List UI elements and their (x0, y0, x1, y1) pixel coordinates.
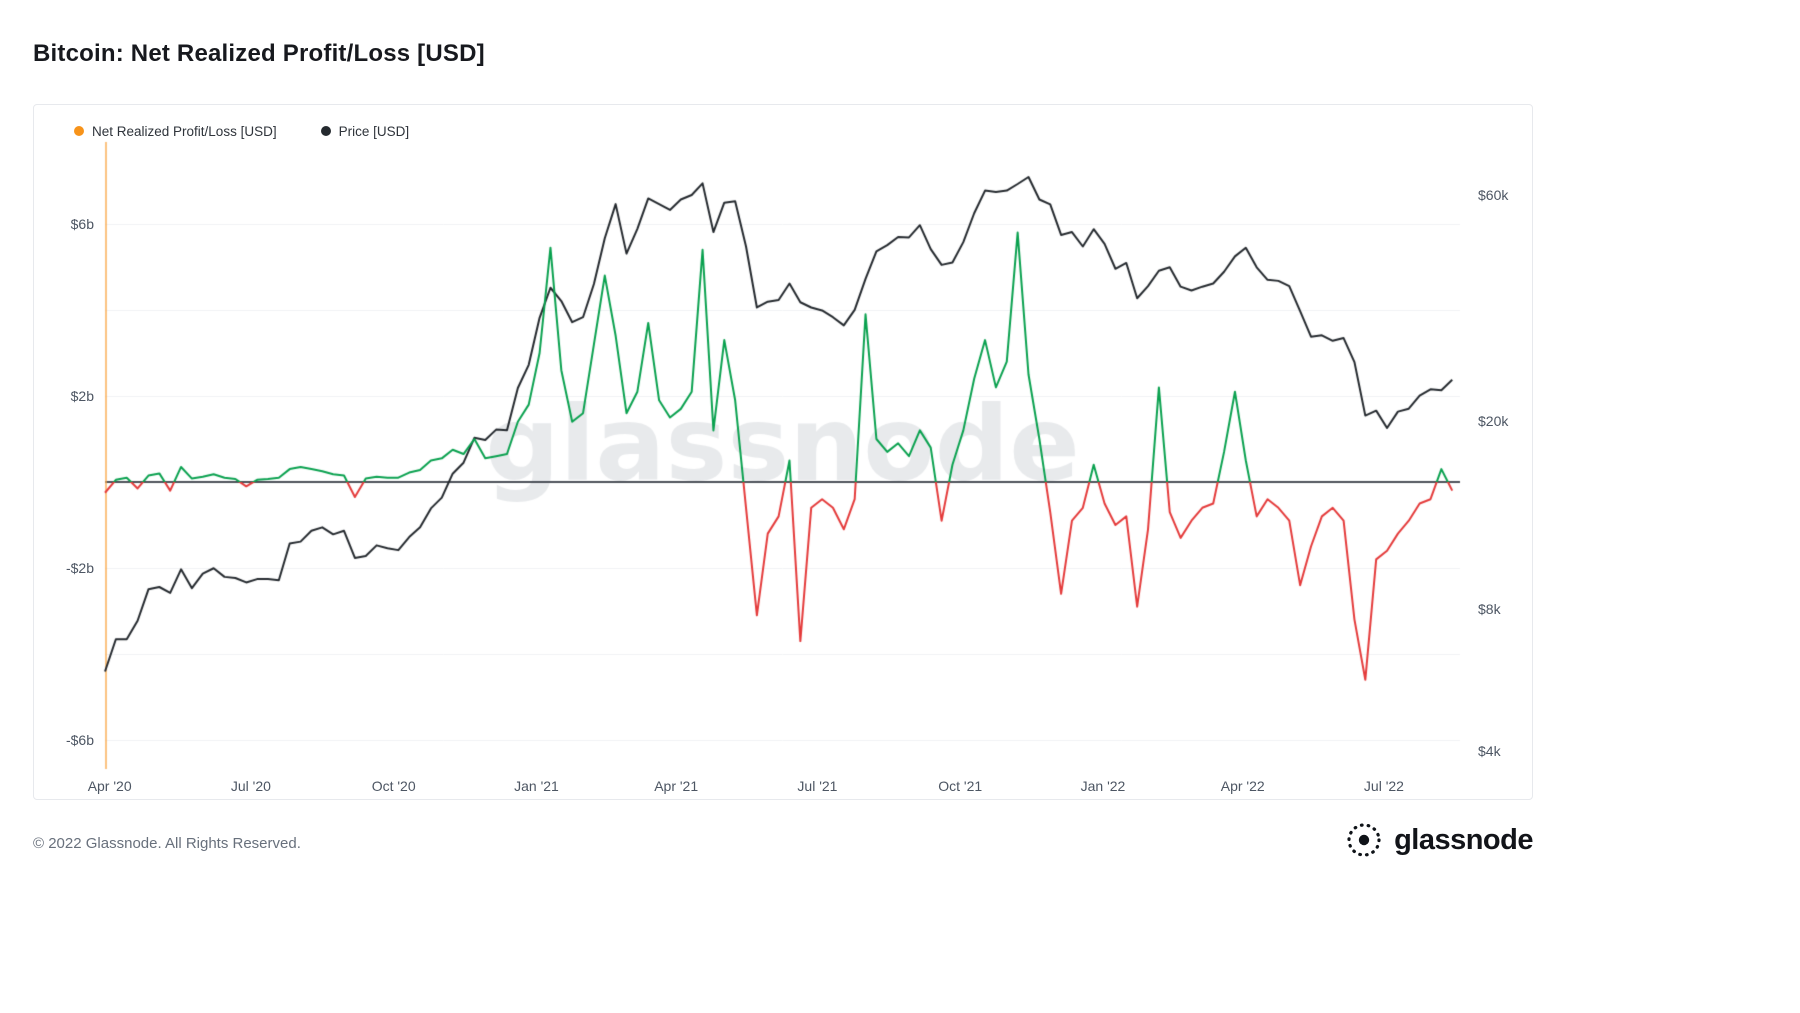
glassnode-logo-icon (1347, 823, 1381, 857)
legend-dot-icon (320, 126, 331, 136)
glassnode-logo: glassnode (1344, 820, 1533, 860)
legend-dot-icon (74, 126, 84, 136)
glassnode-logo-text: glassnode (1394, 823, 1533, 856)
legend-label: Net Realized Profit/Loss [USD] (92, 123, 277, 139)
page-title: Bitcoin: Net Realized Profit/Loss [USD] (33, 40, 485, 67)
chart-panel: Net Realized Profit/Loss [USD] Price [USD… (33, 104, 1533, 800)
legend-item-net-realized-profit-loss[interactable]: Net Realized Profit/Loss [USD] (74, 124, 277, 139)
legend-item-price[interactable]: Price [USD] (320, 123, 410, 139)
chart-plot-area[interactable] (34, 105, 1532, 799)
legend-label: Price [USD] (338, 123, 410, 139)
chart-legend: Net Realized Profit/Loss [USD] Price [USD… (74, 121, 409, 141)
copyright-text: © 2022 Glassnode. All Rights Reserved. (33, 835, 301, 852)
